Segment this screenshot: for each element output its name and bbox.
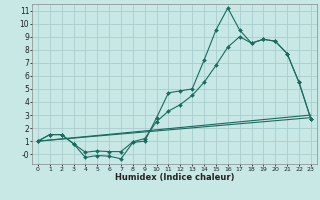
X-axis label: Humidex (Indice chaleur): Humidex (Indice chaleur) xyxy=(115,173,234,182)
